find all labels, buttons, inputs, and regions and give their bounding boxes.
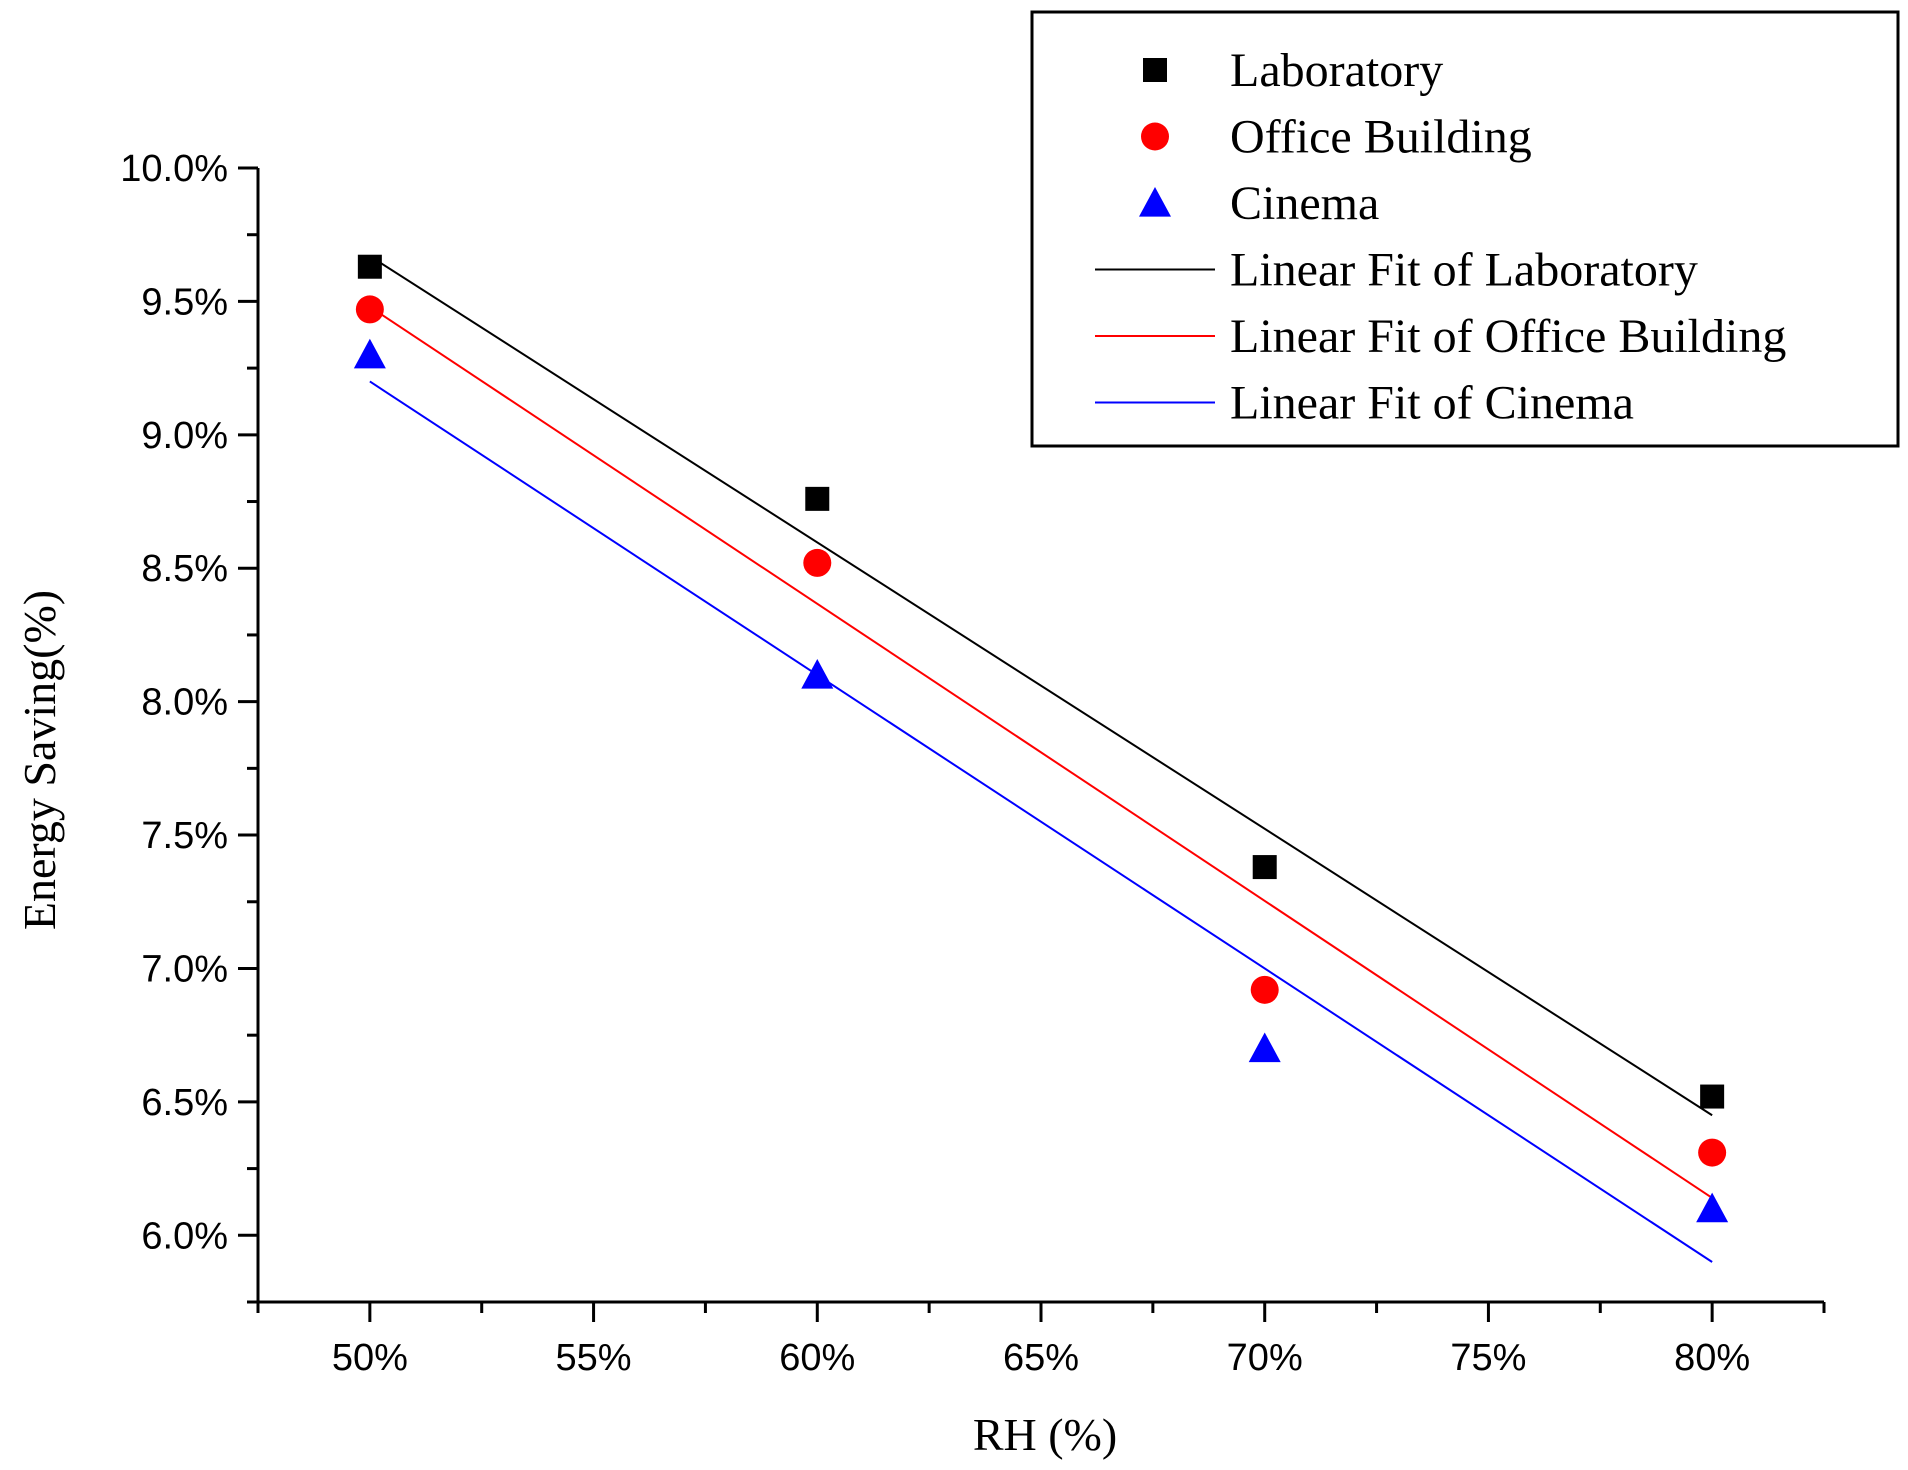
data-point [1698,1138,1727,1167]
x-tick-label: 80% [1674,1337,1750,1379]
y-tick-label: 6.5% [141,1082,228,1124]
y-tick-label: 8.5% [141,548,228,590]
y-tick-label: 10.0% [120,148,228,190]
x-tick-label: 60% [779,1337,855,1379]
legend-label: Office Building [1230,111,1532,164]
data-point [805,486,830,511]
data-point [1700,1084,1725,1109]
y-tick-label: 7.5% [141,815,228,857]
legend-symbol [1141,122,1169,151]
x-axis-title: RH (%) [973,1409,1117,1460]
y-axis: 6.0% 6.5% 7.0% 7.5% 8.0% 8.5% 9.0% 9.5% 10.0% [120,148,260,1304]
data-point [1252,855,1277,880]
legend-label: Linear Fit of Cinema [1230,377,1634,430]
y-tick-label: 9.5% [141,281,228,323]
legend-label: Laboratory [1230,44,1443,97]
x-tick-label: 70% [1227,1337,1303,1379]
x-tick-label: 55% [556,1337,632,1379]
legend-symbol [1139,187,1171,217]
y-tick-label: 6.0% [141,1215,228,1257]
x-tick-label: 65% [1003,1337,1079,1379]
x-tick-label: 50% [332,1337,408,1379]
fit-line [369,305,1713,1199]
y-tick-label: 9.0% [141,415,228,457]
legend-label: Cinema [1230,177,1379,230]
legend-box [1030,10,1900,448]
data-markers [353,254,1729,1223]
y-tick-label: 7.0% [141,948,228,990]
data-point [1250,975,1279,1004]
data-point [353,338,386,369]
fit-line [369,255,1713,1117]
fit-lines [369,255,1713,1263]
legend-label: Linear Fit of Laboratory [1230,244,1698,297]
data-point [357,254,382,279]
legend: Laboratory Office Building Cinema Linear Fi… [1030,10,1900,448]
y-tick-label: 8.0% [141,682,228,724]
y-axis-title: Energy Saving(%) [14,590,65,930]
data-point [1248,1032,1281,1063]
data-point [355,295,384,324]
legend-label: Linear Fit of Office Building [1230,310,1786,363]
x-tick-label: 75% [1450,1337,1526,1379]
fit-line [369,380,1713,1263]
data-point [801,658,834,689]
data-point [1696,1192,1729,1223]
data-point [803,548,832,577]
x-axis: 50% 55% 60% 65% 70% 75% 80% [256,1300,1826,1379]
legend-symbol [1143,58,1167,82]
